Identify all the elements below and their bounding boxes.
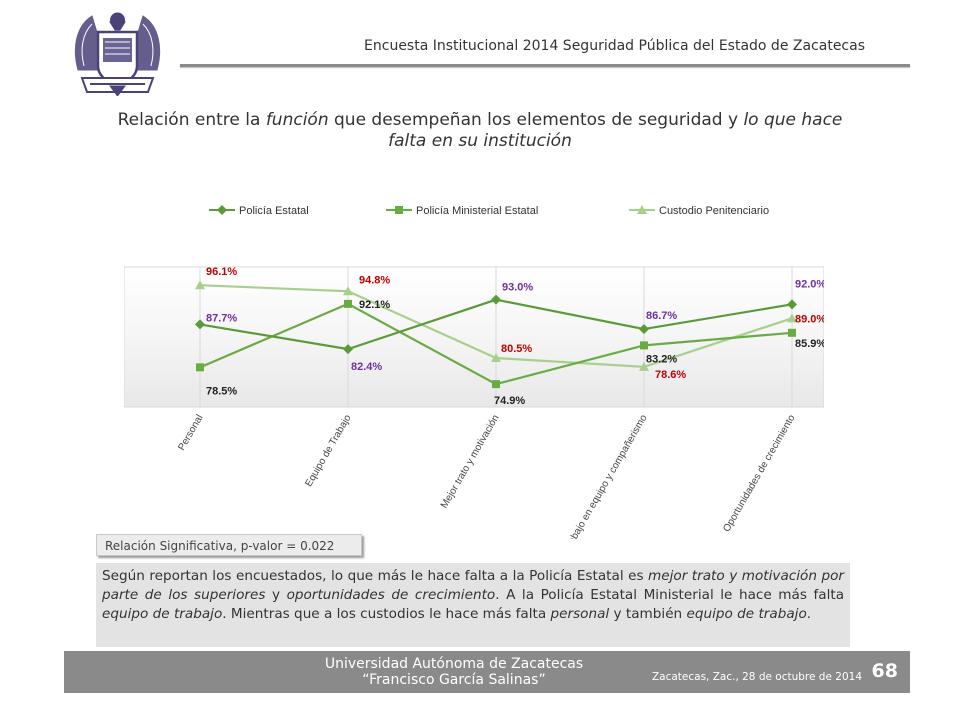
- line-chart: Policía Estatal Policía Ministerial Estat…: [123, 194, 826, 554]
- data-point: [196, 363, 204, 372]
- legend-label: Policía Ministerial Estatal: [416, 205, 538, 217]
- x-tick-label: Personal: [176, 413, 205, 453]
- legend-marker: [217, 205, 227, 215]
- data-point: [787, 313, 797, 323]
- footer-date: Zacatecas, Zac., 28 de octubre de 2014: [651, 671, 862, 683]
- legend-marker: [637, 205, 647, 214]
- footer-bar: Universidad Autónoma de Zacatecas “Franc…: [64, 651, 910, 693]
- summary-paragraph: Según reportan los encuestados, lo que m…: [96, 563, 850, 647]
- data-label: 78.5%: [206, 385, 237, 397]
- university-subtitle: “Francisco García Salinas”: [362, 672, 546, 688]
- data-label: 96.1%: [206, 266, 237, 278]
- slide-title-part: Relación entre la: [117, 110, 266, 130]
- slide-title-emphasis: lo que hace: [743, 110, 843, 130]
- slide-title-emphasis: falta en su institución: [388, 131, 572, 151]
- data-label: 74.9%: [494, 395, 525, 407]
- data-label: 94.8%: [359, 274, 390, 286]
- data-point: [343, 344, 353, 355]
- data-label: 86.7%: [646, 310, 677, 322]
- data-label: 93.0%: [502, 282, 533, 294]
- summary-text: .: [806, 606, 812, 622]
- data-point: [788, 328, 796, 337]
- data-point: [491, 294, 501, 305]
- x-tick-label: Trabajo en equipo y compañerismo: [562, 413, 650, 539]
- plot-area: [123, 266, 825, 408]
- significance-note: Relación Significativa, p-valor = 0.022: [96, 534, 362, 556]
- x-tick-label: Mejor trato y motivación: [439, 413, 502, 510]
- data-point: [492, 380, 500, 389]
- summary-text: y: [265, 587, 287, 603]
- data-label: 85.9%: [795, 338, 824, 350]
- chart-svg: Policía Estatal Policía Ministerial Estat…: [123, 205, 826, 554]
- chart-x-tick-labels: Personal Equipo de Trabajo Mejor trato y m…: [176, 413, 797, 554]
- university-logo: [70, 8, 165, 97]
- data-label: 80.5%: [501, 343, 532, 355]
- summary-text: y también: [609, 606, 687, 622]
- legend-marker: [395, 206, 403, 214]
- summary-emphasis: oportunidades de crecimiento: [286, 587, 496, 603]
- summary-text: . A la Policía Estatal Ministerial le ha…: [495, 587, 845, 603]
- data-label: 83.2%: [646, 353, 677, 365]
- data-label: 78.6%: [655, 369, 686, 381]
- university-name: Universidad Autónoma de Zacatecas: [324, 656, 584, 672]
- data-label: 92.1%: [359, 299, 390, 311]
- chart-markers: [195, 280, 797, 389]
- slide-title-part: que desempeñan los elementos de segurida…: [328, 110, 744, 130]
- data-point: [195, 319, 205, 330]
- data-point: [640, 341, 648, 350]
- data-label: 87.7%: [206, 312, 237, 324]
- header-divider: [180, 64, 910, 67]
- data-label: 89.0%: [795, 313, 824, 325]
- data-point: [195, 280, 205, 290]
- legend-label: Policía Estatal: [239, 205, 309, 217]
- data-point: [639, 324, 649, 335]
- summary-emphasis: personal: [550, 606, 610, 622]
- slide-title-emphasis: función: [265, 110, 329, 130]
- legend-label: Custodio Penitenciario: [659, 205, 769, 217]
- footer-university: Universidad Autónoma de Zacatecas “Franc…: [304, 656, 604, 688]
- summary-text: Según reportan los encuestados, lo que m…: [102, 568, 649, 584]
- summary-emphasis: equipo de trabajo: [686, 606, 807, 622]
- header-title: Encuesta Institucional 2014 Seguridad Pú…: [364, 38, 865, 54]
- slide-title: Relación entre la función que desempeñan…: [80, 110, 880, 152]
- data-point: [787, 299, 797, 310]
- x-tick-label: Oportunidades de crecimiento: [721, 413, 797, 534]
- data-label: 92.0%: [795, 278, 824, 290]
- x-tick-label: Equipo de Trabajo: [303, 413, 353, 489]
- summary-emphasis: mejor trato y motivación por parte de lo…: [102, 568, 844, 603]
- data-label: 82.4%: [351, 361, 382, 373]
- data-point: [343, 286, 353, 296]
- data-point: [344, 299, 352, 308]
- data-point: [639, 361, 649, 371]
- university-eagle-seal-icon: [74, 12, 161, 97]
- summary-emphasis: equipo de trabajo: [102, 606, 223, 622]
- chart-legend: Policía Estatal Policía Ministerial Estat…: [209, 205, 769, 217]
- summary-text: . Mientras que a los custodios le hace m…: [222, 606, 551, 622]
- data-point: [491, 353, 501, 362]
- page-number: 68: [871, 660, 898, 682]
- chart-data-labels: 87.7% 82.4% 93.0% 86.7% 92.0% 78.5% 92.1% 74.9%…: [206, 266, 826, 407]
